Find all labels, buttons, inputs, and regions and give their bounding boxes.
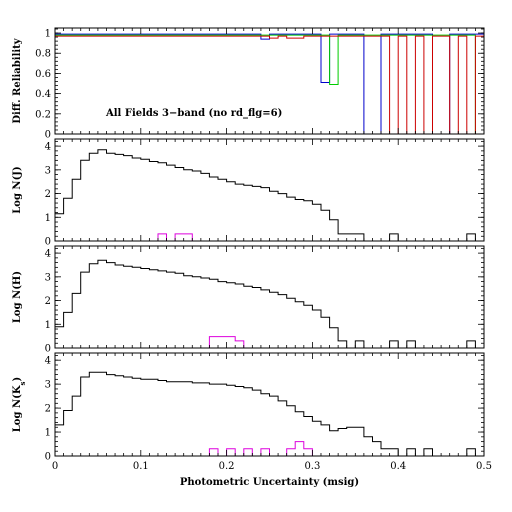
y-axis-title: Log N(Ks) bbox=[12, 377, 27, 432]
panel-reliability: 0 0.2 0.4 0.6 0.8 1 Diff. Reliability All Field… bbox=[12, 27, 485, 141]
y-tick-label: 0 bbox=[45, 237, 51, 248]
y-tick-label: 3 bbox=[45, 165, 51, 176]
y-axis-title: Log N(J) bbox=[12, 166, 23, 214]
y-tick-label: 2 bbox=[45, 189, 51, 200]
plot-frame bbox=[54, 245, 485, 349]
panel-hist-ks: 0 1 2 3 4 0 0.1 0.2 0.3 0.4 0.5 Log N(Ks) Photometri… bbox=[12, 352, 492, 488]
y-tick-label: 4 bbox=[45, 142, 51, 153]
y-tick-label: 0.2 bbox=[35, 109, 51, 120]
y-axis-title: Log N(H) bbox=[12, 271, 23, 323]
y-tick-label: 1 bbox=[45, 428, 51, 439]
y-tick-label: 1 bbox=[45, 320, 51, 331]
x-tick-label: 0.5 bbox=[476, 461, 492, 472]
y-tick-label: 2 bbox=[45, 296, 51, 307]
x-tick-label: 0.4 bbox=[390, 461, 406, 472]
panels: 0 0.2 0.4 0.6 0.8 1 Diff. Reliability All Field… bbox=[12, 27, 492, 488]
panel-annotation: All Fields 3−band (no rd_flg=6) bbox=[105, 108, 282, 119]
y-tick-label: 1 bbox=[45, 29, 51, 40]
y-tick-label: 3 bbox=[45, 272, 51, 283]
y-tick-label: 3 bbox=[45, 380, 51, 391]
y-tick-label: 0 bbox=[45, 130, 51, 141]
y-tick-label: 2 bbox=[45, 404, 51, 415]
series-2-line bbox=[55, 35, 484, 135]
y-tick-label: 4 bbox=[45, 356, 51, 367]
panel-hist-j: 0 1 2 3 4 Log N(J) bbox=[12, 138, 485, 248]
y-axis-title: Diff. Reliability bbox=[12, 37, 23, 123]
x-tick-label: 0 bbox=[52, 461, 58, 472]
x-axis-title: Photometric Uncertainty (msig) bbox=[180, 477, 359, 488]
series-0-line bbox=[55, 33, 484, 135]
y-tick-label: 1 bbox=[45, 213, 51, 224]
series-1-line bbox=[55, 34, 484, 135]
y-tick-label: 0 bbox=[45, 452, 51, 463]
panel-hist-h: 0 1 2 3 4 Log N(H) bbox=[12, 245, 485, 355]
y-tick-label: 0.4 bbox=[35, 89, 51, 100]
x-tick-label: 0.2 bbox=[219, 461, 235, 472]
y-tick-label: 0.8 bbox=[35, 49, 51, 60]
y-tick-label: 0 bbox=[45, 344, 51, 355]
x-tick-label: 0.1 bbox=[133, 461, 149, 472]
series-0-line bbox=[55, 259, 484, 349]
series-0-line bbox=[55, 149, 484, 242]
x-tick-label: 0.3 bbox=[304, 461, 320, 472]
y-tick-label: 0.6 bbox=[35, 69, 51, 80]
y-tick-label: 4 bbox=[45, 249, 51, 260]
plot-frame bbox=[54, 352, 485, 457]
series-0-line bbox=[55, 371, 484, 457]
